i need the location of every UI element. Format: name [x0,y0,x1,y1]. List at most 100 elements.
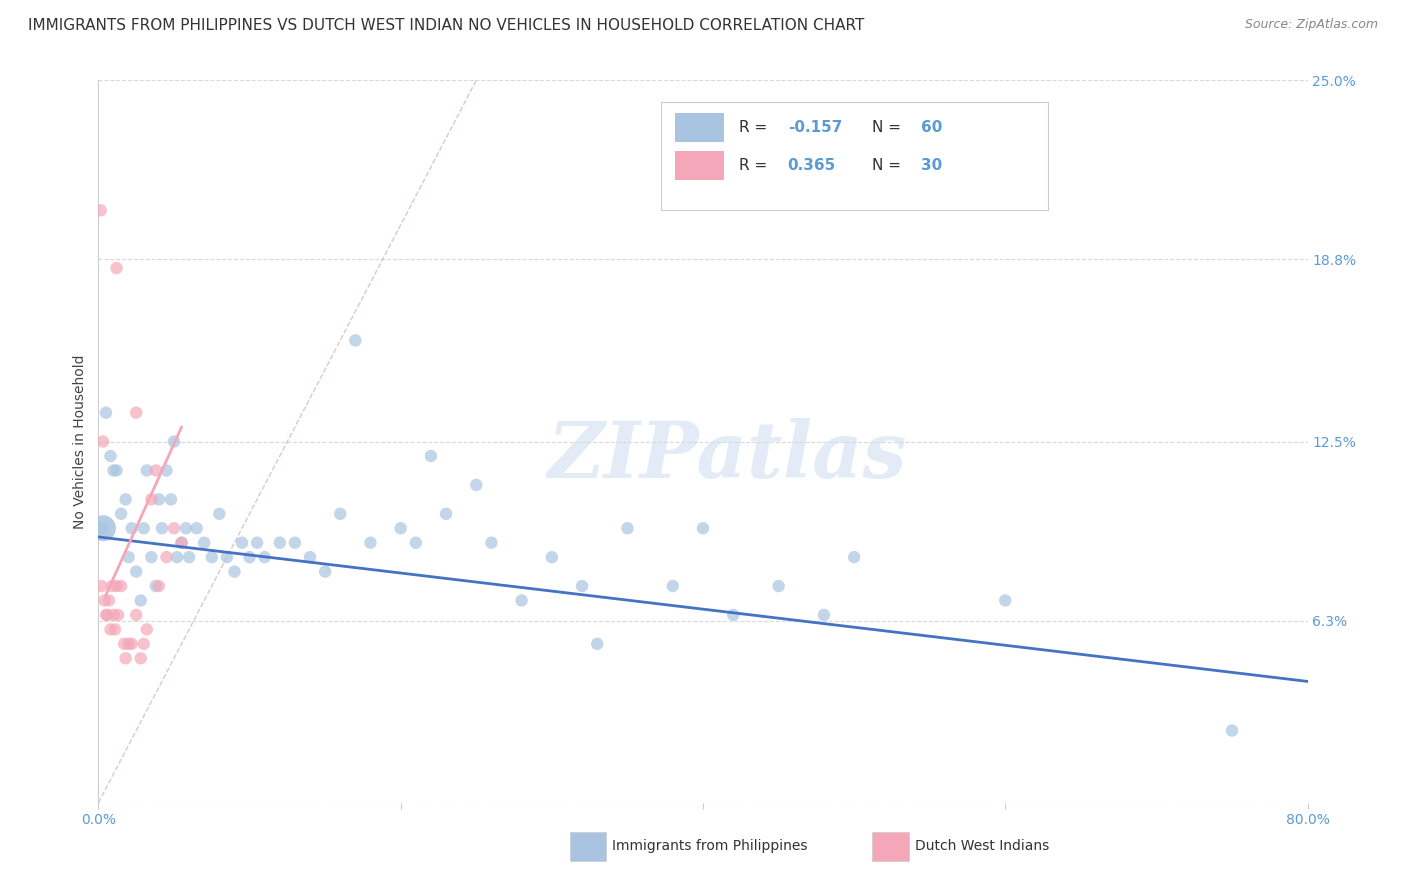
Point [100,449,122,463]
Text: 0.365: 0.365 [787,158,837,173]
Point [103,463,125,477]
Point [93,593,115,607]
Point [586,637,609,651]
Point [813,607,835,622]
Point [692,521,714,535]
Point [344,334,367,348]
Point [141,492,163,507]
Point [107,607,129,622]
Point [208,507,231,521]
Point [132,521,155,535]
Point [215,550,238,565]
Point [1220,723,1243,738]
FancyBboxPatch shape [675,112,724,142]
Point [510,593,533,607]
Point [90,203,112,218]
Point [360,535,382,549]
Text: Dutch West Indians: Dutch West Indians [915,839,1049,853]
Point [141,550,163,565]
Point [98,593,121,607]
Point [118,637,141,651]
Point [129,651,152,665]
Point [129,593,152,607]
Point [90,579,112,593]
Point [121,521,143,535]
Point [125,406,148,420]
Point [163,434,186,449]
Point [571,579,593,593]
Point [121,637,143,651]
Point [193,535,215,549]
Point [170,535,193,549]
FancyBboxPatch shape [661,102,1047,211]
Point [135,463,157,477]
Point [389,521,412,535]
Point [329,507,352,521]
Point [994,593,1017,607]
Point [160,492,183,507]
Point [224,565,246,579]
Point [166,550,188,565]
Text: IMMIGRANTS FROM PHILIPPINES VS DUTCH WEST INDIAN NO VEHICLES IN HOUSEHOLD CORREL: IMMIGRANTS FROM PHILIPPINES VS DUTCH WES… [28,18,865,33]
Point [91,521,114,535]
Point [125,565,148,579]
Point [661,579,683,593]
Point [105,261,128,276]
Text: -0.157: -0.157 [787,120,842,135]
Point [201,550,224,565]
Point [91,521,114,535]
Point [434,507,457,521]
Point [253,550,276,565]
Point [112,637,135,651]
Point [163,521,186,535]
Point [186,521,208,535]
Text: 30: 30 [921,158,942,173]
Text: N =: N = [872,158,905,173]
Text: ZIPatlas: ZIPatlas [547,417,907,494]
Point [481,535,503,549]
Point [145,579,167,593]
Point [314,565,336,579]
Point [105,579,128,593]
Point [91,434,114,449]
Point [246,535,269,549]
Point [110,507,132,521]
Point [723,607,745,622]
Point [540,550,562,565]
FancyBboxPatch shape [675,151,724,180]
Point [104,623,127,637]
Point [616,521,638,535]
Point [105,463,128,477]
Text: R =: R = [740,120,772,135]
Point [94,406,117,420]
Point [135,623,157,637]
Point [148,492,170,507]
Text: N =: N = [872,120,905,135]
Point [145,463,167,477]
Point [284,535,307,549]
Point [100,623,122,637]
Point [155,463,177,477]
FancyBboxPatch shape [569,831,606,861]
Y-axis label: No Vehicles in Household: No Vehicles in Household [73,354,87,529]
Point [420,449,443,463]
Point [170,535,193,549]
Point [239,550,262,565]
Point [118,550,141,565]
Point [155,550,177,565]
Text: R =: R = [740,158,772,173]
Point [299,550,322,565]
Point [269,535,291,549]
Point [179,550,201,565]
Point [114,492,136,507]
Point [101,579,124,593]
Point [125,607,148,622]
Text: Source: ZipAtlas.com: Source: ZipAtlas.com [1244,18,1378,31]
Point [103,607,125,622]
Point [96,607,118,622]
Point [768,579,790,593]
Point [465,478,488,492]
Point [94,607,117,622]
Text: Immigrants from Philippines: Immigrants from Philippines [613,839,808,853]
Point [231,535,253,549]
